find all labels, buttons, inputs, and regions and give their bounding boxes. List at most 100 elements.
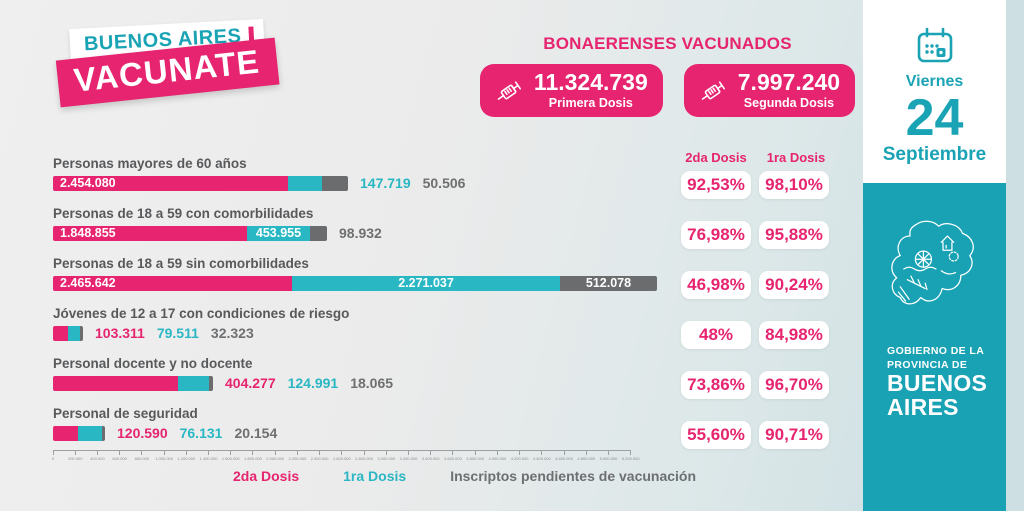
percent-rows: 92,53% 98,10% 76,98% 95,88% 46,98% 90,24% 48% 8… [681, 152, 829, 452]
percent-header-1ra: 1ra Dosis [766, 150, 826, 165]
bar-segment-pendientes [102, 425, 105, 441]
chart-row: Personas mayores de 60 años 2.454.080 147.… [53, 150, 678, 200]
bar-segment-2da-dosis: 2.465.642 [53, 275, 292, 291]
edge-strip [1006, 0, 1024, 511]
dose-badges: 11.324.739 Primera Dosis 7.997 [479, 64, 856, 117]
government-panel: GOBIERNO DE LA PROVINCIA DE BUENOS AIRES [863, 183, 1006, 511]
pct-1ra-dosis: 95,88% [759, 221, 829, 249]
value-label-1ra-dosis: 79.511 [156, 325, 199, 341]
percent-row: 76,98% 95,88% [681, 202, 829, 252]
bar-segment-pendientes [310, 225, 327, 241]
category-label: Personas mayores de 60 años [53, 156, 247, 171]
pct-2da-dosis: 76,98% [681, 221, 751, 249]
percent-headers: 2da Dosis 1ra Dosis [681, 150, 831, 165]
value-label-2da-dosis: 120.590 [117, 425, 168, 441]
first-dose-badge: 11.324.739 Primera Dosis [479, 64, 663, 117]
bar-segment-1ra-dosis [288, 175, 322, 191]
axis-ticks: 0 200.000 400.000 600.000 800.000 1.000.000 1.… [52, 450, 640, 461]
bar-segment-1ra-dosis: 453.955 [247, 225, 310, 241]
pct-2da-dosis: 48% [681, 321, 751, 349]
chart-row: Personal de seguridad 120.590 76.131 20.154 [53, 400, 678, 450]
chart-row: Personal docente y no docente 404.277 124.… [53, 350, 678, 400]
bar-line: 120.590 76.131 20.154 [53, 425, 678, 441]
chart-row: Personas de 18 a 59 con comorbilidades 1.… [53, 200, 678, 250]
bar-segment-2da-dosis [53, 425, 78, 441]
syringe-icon [701, 80, 725, 100]
bar-line: 2.454.080 147.719 50.506 [53, 175, 678, 191]
page-title: BONAERENSES VACUNADOS [543, 34, 792, 53]
percent-row: 92,53% 98,10% [681, 152, 829, 202]
chart-rows: Personas mayores de 60 años 2.454.080 147.… [53, 150, 678, 450]
gov-line2: PROVINCIA DE [887, 358, 968, 371]
second-dose-count: 7.997.240 [737, 69, 841, 95]
gov-line1: GOBIERNO DE LA [887, 345, 985, 357]
bar-segment-1ra-dosis: 2.271.037 [292, 275, 560, 291]
percent-row: 46,98% 90,24% [681, 252, 829, 302]
second-dose-label: Segunda Dosis [743, 96, 835, 110]
percent-row: 55,60% 90,71% [681, 402, 829, 452]
pct-2da-dosis: 46,98% [681, 271, 751, 299]
bar-segment-pendientes [209, 375, 213, 391]
bar-line: 404.277 124.991 18.065 [53, 375, 678, 391]
pct-1ra-dosis: 96,70% [759, 371, 829, 399]
province-map-logo [890, 220, 974, 305]
chart-row: Jóvenes de 12 a 17 con condiciones de ri… [53, 300, 678, 350]
chart-legend: 2da Dosis 1ra Dosis Inscriptos pendiente… [233, 468, 696, 484]
category-label: Personas de 18 a 59 con comorbilidades [53, 206, 314, 221]
value-label-pendientes: 20.154 [234, 425, 278, 441]
bar-line: 2.465.642 2.271.037 512.078 [53, 275, 678, 291]
value-label-pendientes: 98.932 [339, 225, 382, 241]
legend-2da-dosis: 2da Dosis [233, 468, 300, 484]
bar-segment-pendientes [80, 325, 83, 341]
date-day: 24 [905, 89, 964, 147]
value-label-pendientes: 18.065 [350, 375, 394, 391]
pct-1ra-dosis: 98,10% [759, 171, 829, 199]
campaign-logo: BUENOS AIRES VACUNATE [55, 18, 280, 108]
category-label: Personal docente y no docente [53, 356, 253, 371]
bar-segment-2da-dosis: 1.848.855 [53, 225, 247, 241]
legend-pendientes: Inscriptos pendientes de vacunación [450, 468, 697, 484]
pct-2da-dosis: 92,53% [681, 171, 751, 199]
percent-row: 48% 84,98% [681, 302, 829, 352]
bar-segment-1ra-dosis [68, 325, 80, 341]
syringe-icon [497, 80, 521, 100]
bar-segment-1ra-dosis [78, 425, 102, 441]
value-label-1ra-dosis: 76.131 [179, 425, 223, 441]
first-dose-label: Primera Dosis [548, 96, 633, 110]
category-label: Personal de seguridad [53, 406, 198, 421]
value-label-pendientes: 50.506 [422, 175, 466, 191]
value-label-1ra-dosis: 147.719 [360, 175, 411, 191]
pct-1ra-dosis: 90,71% [759, 421, 829, 449]
chart-row: Personas de 18 a 59 sin comorbilidades 2.… [53, 250, 678, 300]
bar-line: 103.311 79.511 32.323 [53, 325, 678, 341]
bar-segment-2da-dosis [53, 375, 178, 391]
date-panel: Viernes 24 Septiembre [863, 0, 1006, 183]
pct-2da-dosis: 73,86% [681, 371, 751, 399]
bar-segment-2da-dosis: 2.454.080 [53, 175, 288, 191]
calendar-icon [917, 27, 952, 63]
percent-row: 73,86% 96,70% [681, 352, 829, 402]
value-label-2da-dosis: 404.277 [225, 375, 276, 391]
pct-2da-dosis: 55,60% [681, 421, 751, 449]
gov-line3: BUENOS [887, 370, 988, 397]
value-label-2da-dosis: 103.311 [95, 325, 145, 341]
value-label-pendientes: 32.323 [210, 325, 254, 341]
category-label: Jóvenes de 12 a 17 con condiciones de ri… [53, 306, 350, 321]
legend-1ra-dosis: 1ra Dosis [343, 468, 407, 484]
bar-segment-2da-dosis [53, 325, 68, 341]
value-label-1ra-dosis: 124.991 [287, 375, 339, 391]
percent-header-2da: 2da Dosis [685, 150, 747, 165]
category-label: Personas de 18 a 59 sin comorbilidades [53, 256, 309, 271]
bar-line: 1.848.855 453.955 98.932 [53, 225, 678, 241]
government-text: GOBIERNO DE LA PROVINCIA DE BUENOS AIRES [863, 345, 1006, 420]
date-weekday: Viernes [905, 73, 964, 90]
gov-line4: AIRES [887, 394, 959, 421]
top-header: BONAERENSES VACUNADOS 11.324.739 Primera [479, 34, 856, 117]
bar-segment-1ra-dosis [178, 375, 209, 391]
second-dose-badge: 7.997.240 Segunda Dosis [683, 64, 856, 117]
bar-segment-pendientes [322, 175, 348, 191]
bar-segment-pendientes: 512.078 [560, 275, 657, 291]
date-month: Septiembre [882, 144, 987, 165]
first-dose-count: 11.324.739 [533, 69, 648, 95]
